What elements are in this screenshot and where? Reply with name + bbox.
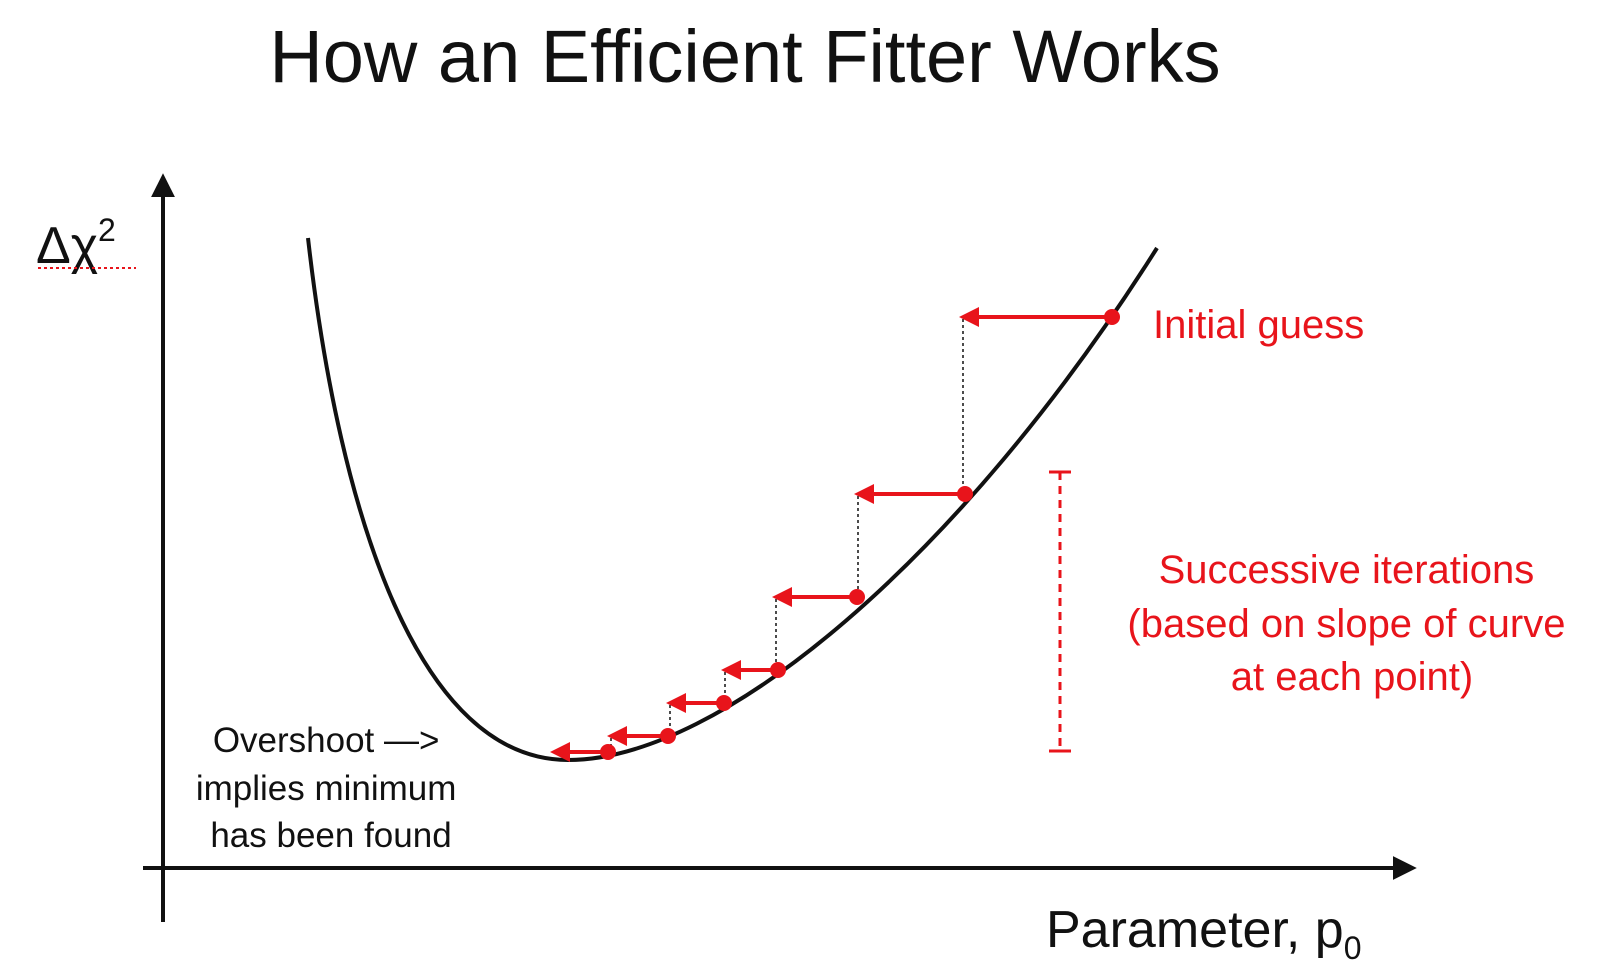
- successive-iterations-label: Successive iterations (based on slope of…: [1127, 548, 1576, 699]
- iteration-steps: [550, 307, 1120, 762]
- x-axis-label: Parameter, p0: [1046, 901, 1362, 966]
- diagram-title: How an Efficient Fitter Works: [269, 15, 1220, 98]
- y-axis-label-sup: 2: [98, 212, 116, 248]
- successive-line-1: Successive iterations: [1159, 548, 1535, 592]
- y-axis-label: Δχ2: [36, 212, 116, 275]
- overshoot-line-3: has been found: [210, 816, 451, 855]
- overshoot-note: Overshoot —> implies minimum has been fo…: [196, 721, 466, 855]
- y-axis-label-main: Δχ: [36, 217, 98, 275]
- x-axis-label-sub: 0: [1344, 930, 1362, 966]
- successive-line-3: at each point): [1231, 655, 1473, 699]
- iteration-point: [716, 695, 732, 711]
- overshoot-line-2: implies minimum: [196, 769, 457, 808]
- successive-line-2: (based on slope of curve: [1127, 602, 1565, 646]
- initial-guess-point: [1104, 309, 1120, 325]
- iteration-point: [849, 589, 865, 605]
- iteration-point: [957, 486, 973, 502]
- iteration-point: [770, 662, 786, 678]
- iteration-point: [600, 744, 616, 760]
- initial-guess-label: Initial guess: [1153, 303, 1364, 347]
- x-axis-label-main: Parameter, p: [1046, 901, 1344, 959]
- iterations-bracket: [1049, 470, 1071, 753]
- iteration-point: [660, 728, 676, 744]
- overshoot-line-1: Overshoot —>: [213, 721, 440, 760]
